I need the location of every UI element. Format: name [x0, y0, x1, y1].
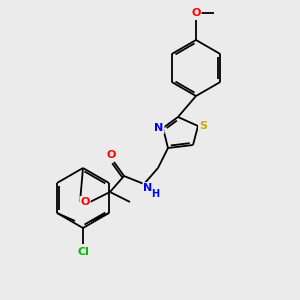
Text: O: O: [191, 8, 201, 18]
Text: Cl: Cl: [77, 247, 89, 257]
Text: O: O: [106, 150, 116, 160]
Text: S: S: [199, 121, 207, 131]
Text: N: N: [154, 123, 164, 133]
Text: H: H: [151, 189, 159, 199]
Text: O: O: [80, 197, 90, 207]
Text: N: N: [143, 183, 153, 193]
